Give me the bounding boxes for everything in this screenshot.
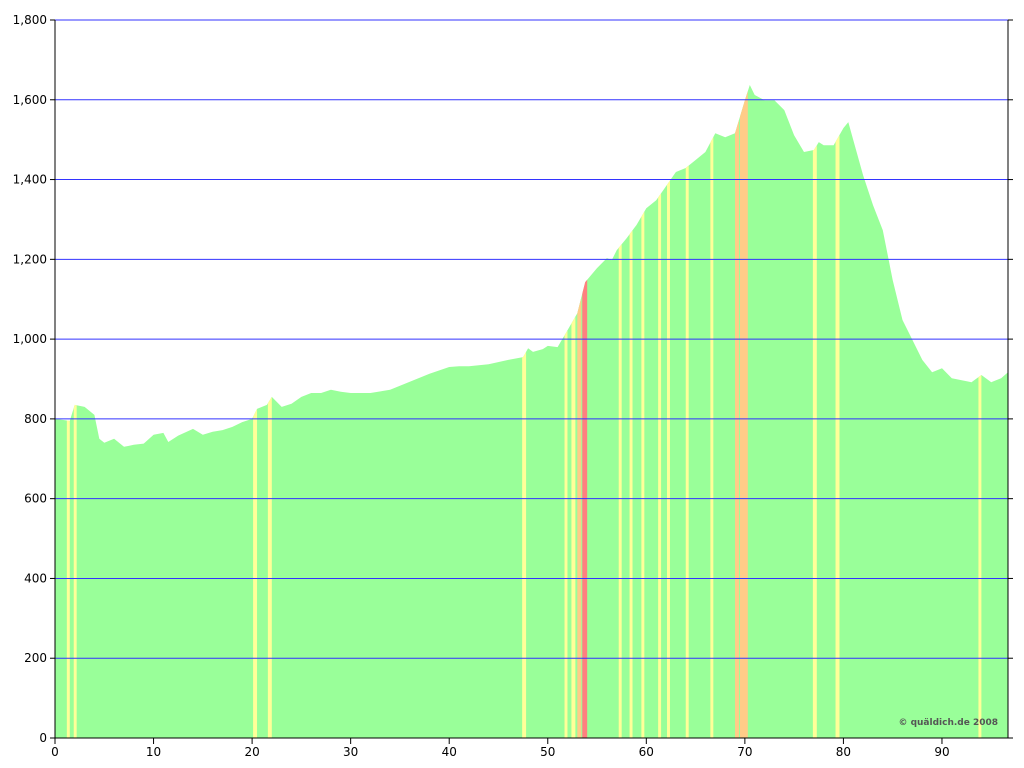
x-tick-label: 80 <box>836 745 851 759</box>
y-tick-label: 1,600 <box>13 93 47 107</box>
gradient-band <box>267 85 272 738</box>
gradient-band <box>571 85 576 738</box>
gradient-band <box>978 85 982 738</box>
gradient-band <box>658 85 662 738</box>
x-tick-label: 70 <box>737 745 752 759</box>
y-tick-label: 1,000 <box>13 332 47 346</box>
gradient-band <box>739 85 748 738</box>
y-tick-label: 600 <box>24 492 47 506</box>
x-tick-label: 40 <box>442 745 457 759</box>
x-tick-label: 10 <box>146 745 161 759</box>
y-tick-label: 200 <box>24 651 47 665</box>
x-tick-label: 90 <box>934 745 949 759</box>
x-tick-label: 30 <box>343 745 358 759</box>
gradient-band <box>582 85 588 738</box>
watermark: © quäldich.de 2008 <box>898 718 998 728</box>
gradient-band <box>618 85 622 738</box>
gradient-band <box>629 85 633 738</box>
x-tick-label: 0 <box>51 745 59 759</box>
y-tick-label: 1,400 <box>13 173 47 187</box>
x-tick-label: 20 <box>244 745 259 759</box>
gradient-band <box>641 85 645 738</box>
y-tick-label: 800 <box>24 412 47 426</box>
y-tick-label: 1,800 <box>13 13 47 27</box>
gradient-band <box>522 85 527 738</box>
y-tick-label: 1,200 <box>13 252 47 266</box>
x-tick-label: 60 <box>639 745 654 759</box>
elevation-area <box>55 85 1008 738</box>
gradient-band <box>667 85 670 738</box>
gradient-band <box>812 85 817 738</box>
y-tick-label: 0 <box>39 731 47 745</box>
gradient-band <box>685 85 689 738</box>
x-tick-label: 50 <box>540 745 555 759</box>
gradient-band <box>253 85 258 738</box>
gradient-band <box>73 85 77 738</box>
gradient-bands <box>66 85 982 738</box>
gradient-band <box>66 85 70 738</box>
gradient-band <box>835 85 840 738</box>
gradient-band <box>577 85 582 738</box>
y-tick-label: 400 <box>24 571 47 585</box>
gradient-band <box>735 85 739 738</box>
gradient-band <box>564 85 568 738</box>
gradient-band <box>710 85 714 738</box>
